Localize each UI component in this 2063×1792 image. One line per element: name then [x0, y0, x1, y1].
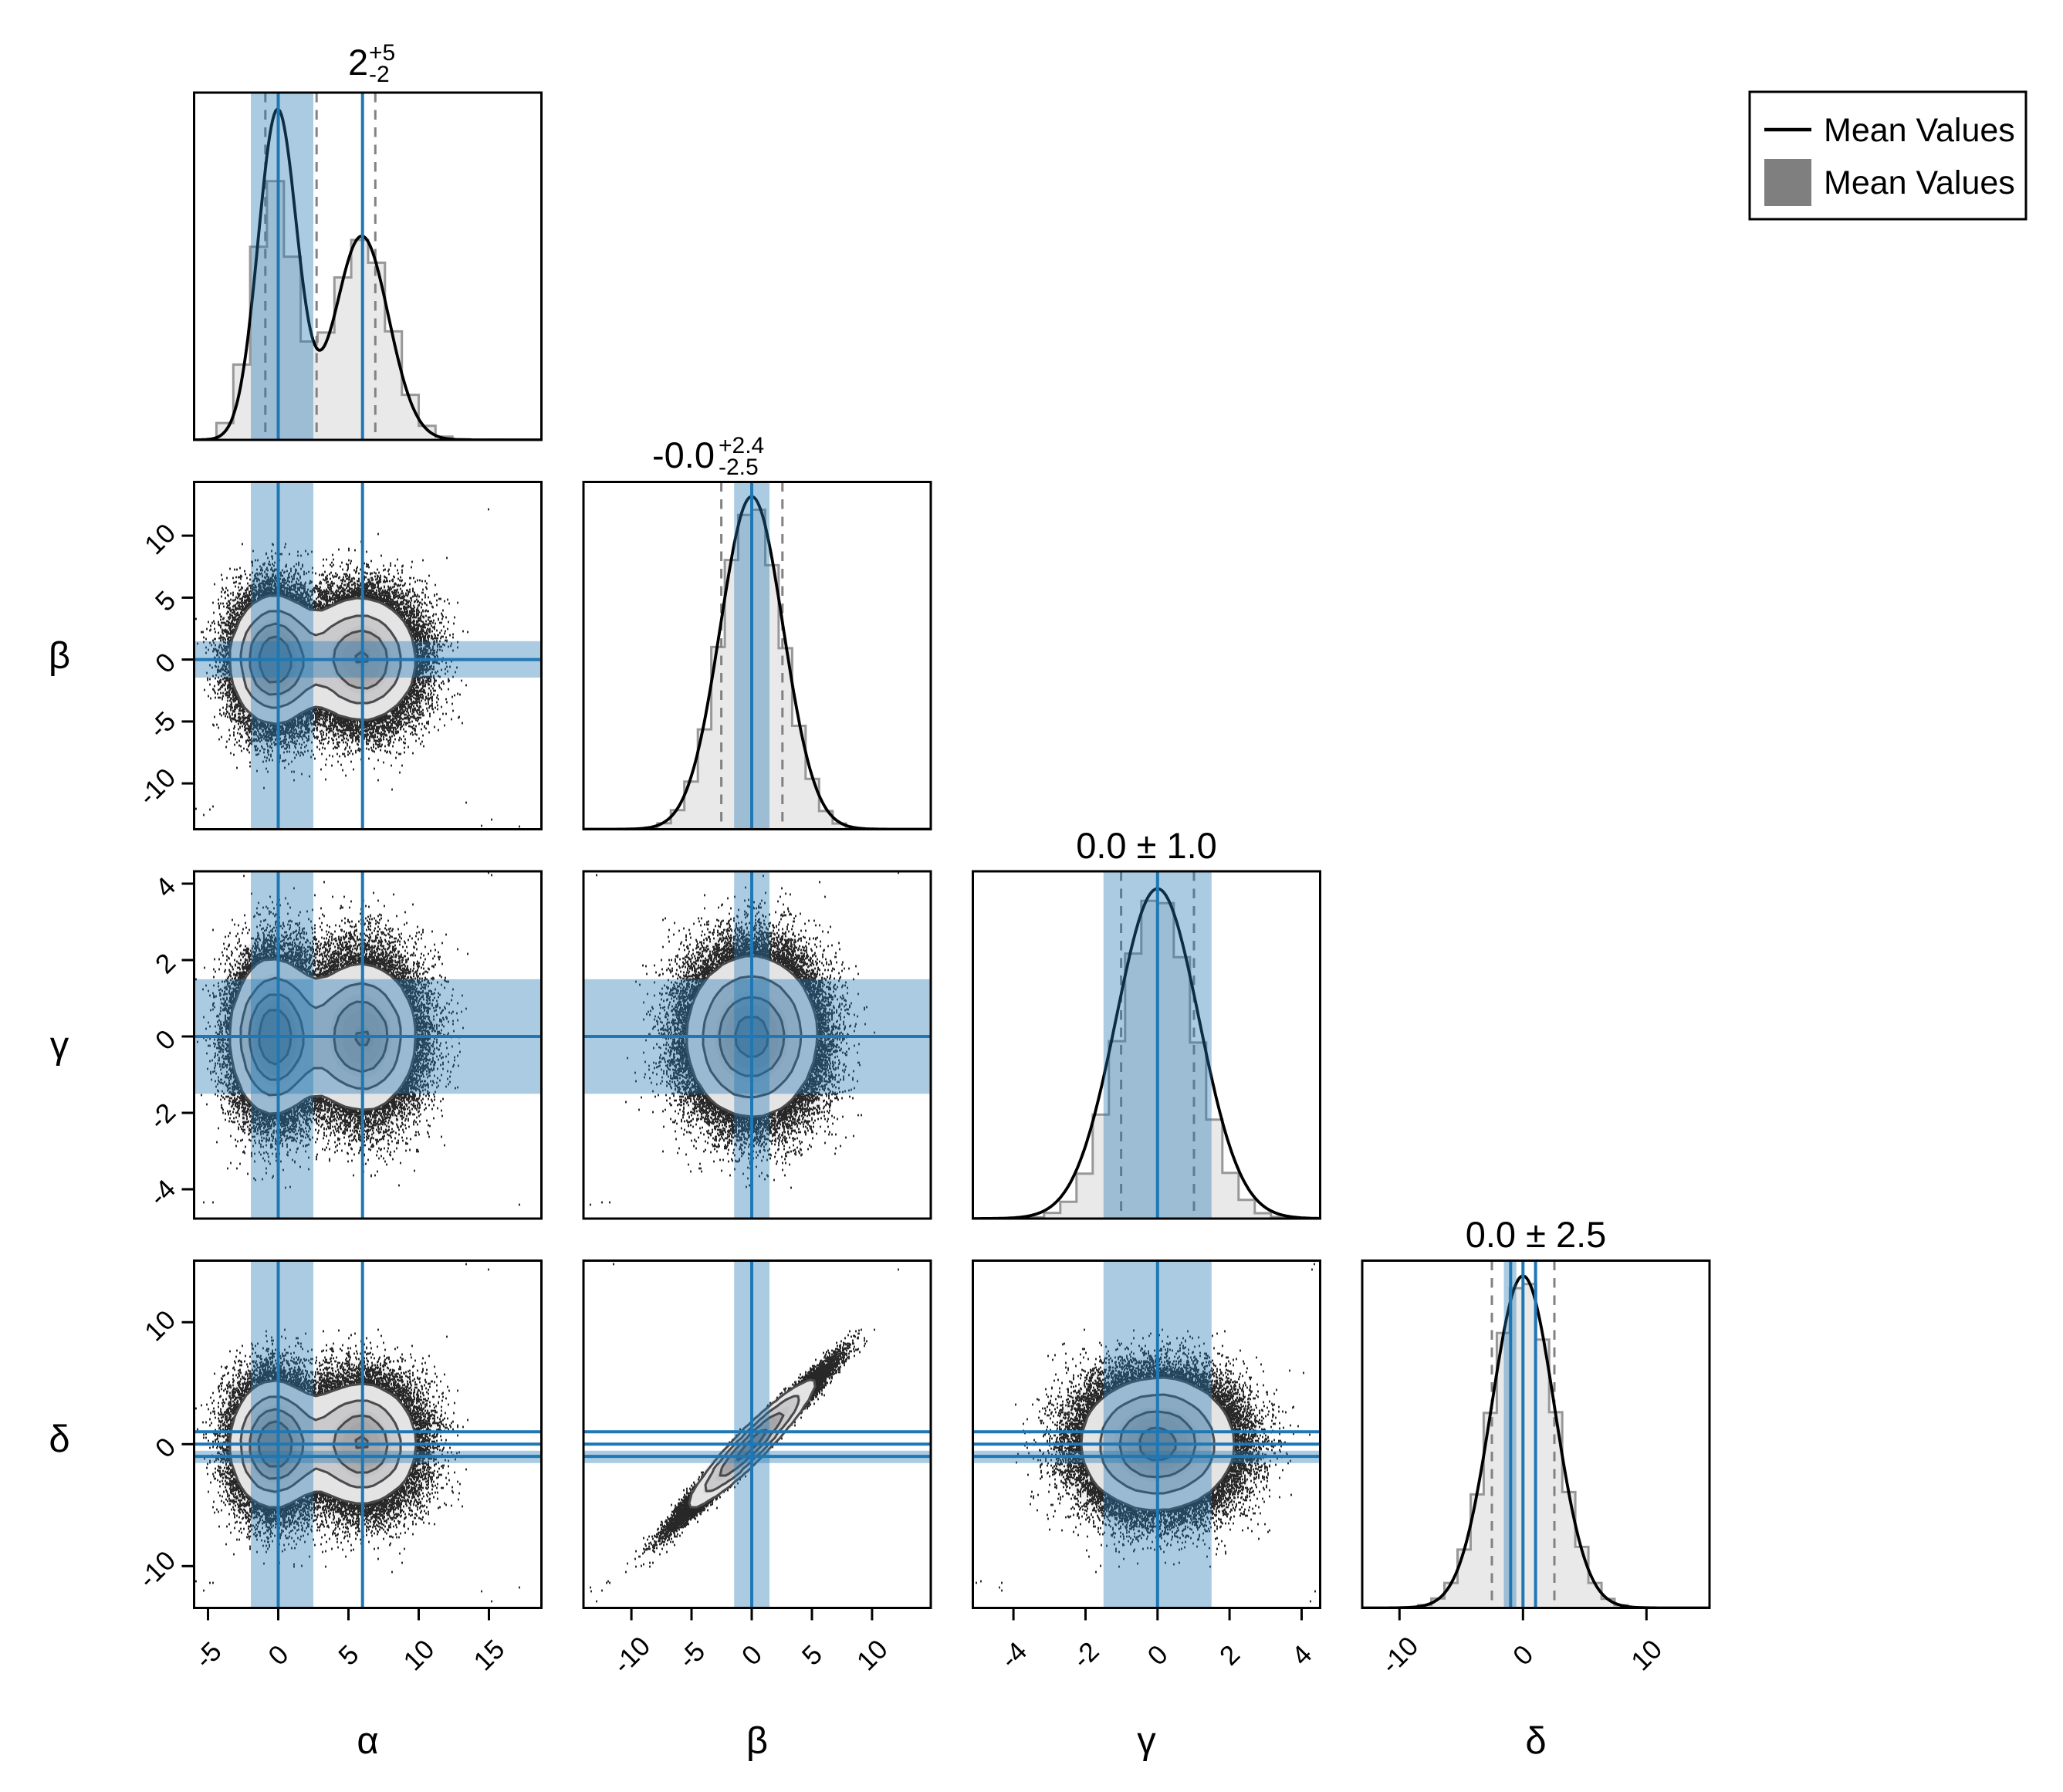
svg-text:2: 2 [348, 42, 368, 83]
svg-text:γ: γ [50, 1025, 69, 1067]
svg-text:+5: +5 [369, 40, 395, 66]
svg-text:Mean Values: Mean Values [1824, 112, 2015, 149]
svg-text:β: β [49, 635, 70, 677]
svg-text:δ: δ [49, 1418, 69, 1460]
svg-text:Mean Values: Mean Values [1824, 164, 2015, 201]
svg-text:β: β [746, 1720, 768, 1762]
svg-text:-0.0: -0.0 [652, 434, 715, 475]
svg-text:+2.4: +2.4 [719, 433, 764, 458]
svg-text:α: α [357, 1720, 378, 1762]
svg-text:0.0 ± 2.5: 0.0 ± 2.5 [1466, 1214, 1607, 1255]
svg-text:δ: δ [1525, 1720, 1546, 1762]
svg-text:0.0 ± 1.0: 0.0 ± 1.0 [1076, 825, 1217, 866]
svg-text:-2: -2 [369, 62, 390, 87]
svg-text:-2.5: -2.5 [719, 455, 759, 480]
svg-text:γ: γ [1137, 1720, 1156, 1762]
